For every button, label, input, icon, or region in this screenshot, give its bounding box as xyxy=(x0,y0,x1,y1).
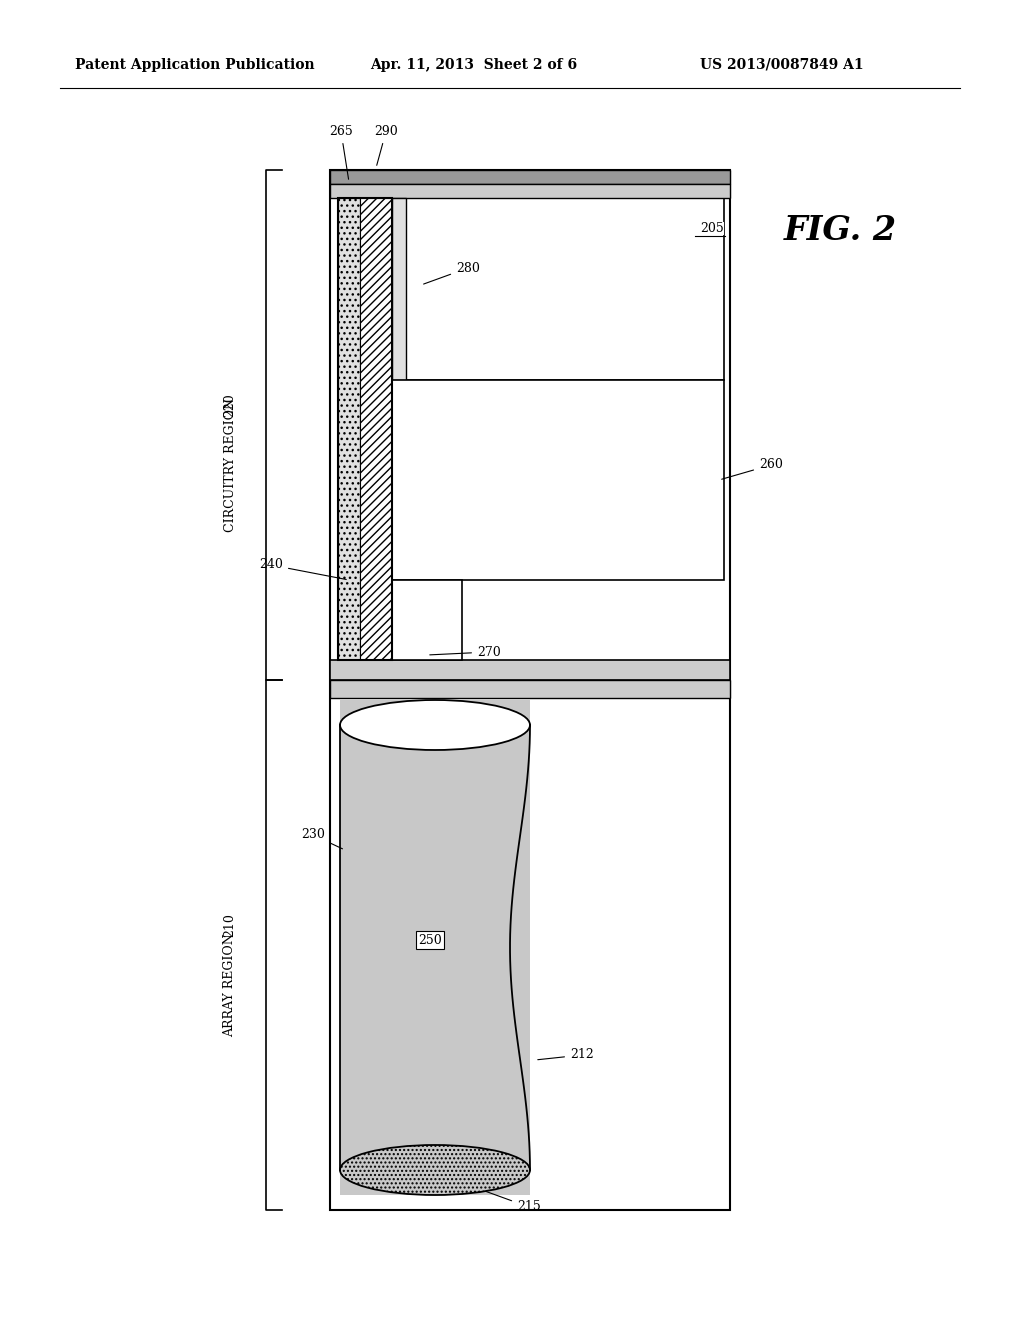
Text: 260: 260 xyxy=(722,458,783,479)
Text: US 2013/0087849 A1: US 2013/0087849 A1 xyxy=(700,58,863,73)
Bar xyxy=(360,198,392,660)
Bar xyxy=(338,198,392,660)
Text: 212: 212 xyxy=(538,1048,594,1061)
Text: 290: 290 xyxy=(374,125,398,165)
Text: 240: 240 xyxy=(259,558,346,579)
Bar xyxy=(340,700,530,1195)
Text: 220: 220 xyxy=(223,393,237,417)
Text: Apr. 11, 2013  Sheet 2 of 6: Apr. 11, 2013 Sheet 2 of 6 xyxy=(370,58,578,73)
Text: 250: 250 xyxy=(418,933,442,946)
Bar xyxy=(392,198,406,380)
Text: 210: 210 xyxy=(223,913,237,937)
Bar xyxy=(392,380,724,579)
Bar xyxy=(338,198,360,660)
Text: Patent Application Publication: Patent Application Publication xyxy=(75,58,314,73)
Text: 215: 215 xyxy=(484,1191,541,1213)
Bar xyxy=(330,170,730,183)
Ellipse shape xyxy=(340,1144,530,1195)
Text: ARRAY REGION: ARRAY REGION xyxy=(223,933,237,1038)
Text: 205: 205 xyxy=(700,222,724,235)
Text: 280: 280 xyxy=(424,261,480,284)
Bar xyxy=(330,660,730,680)
Ellipse shape xyxy=(340,700,530,750)
Text: CIRCUITRY REGION: CIRCUITRY REGION xyxy=(223,399,237,532)
Bar xyxy=(330,183,730,198)
Text: 270: 270 xyxy=(430,645,501,659)
Text: FIG. 2: FIG. 2 xyxy=(783,214,897,247)
Text: 230: 230 xyxy=(301,829,342,849)
Bar xyxy=(330,170,730,1210)
Bar xyxy=(330,680,730,698)
Bar xyxy=(392,579,462,660)
Bar xyxy=(406,198,724,380)
Text: 265: 265 xyxy=(329,125,353,180)
